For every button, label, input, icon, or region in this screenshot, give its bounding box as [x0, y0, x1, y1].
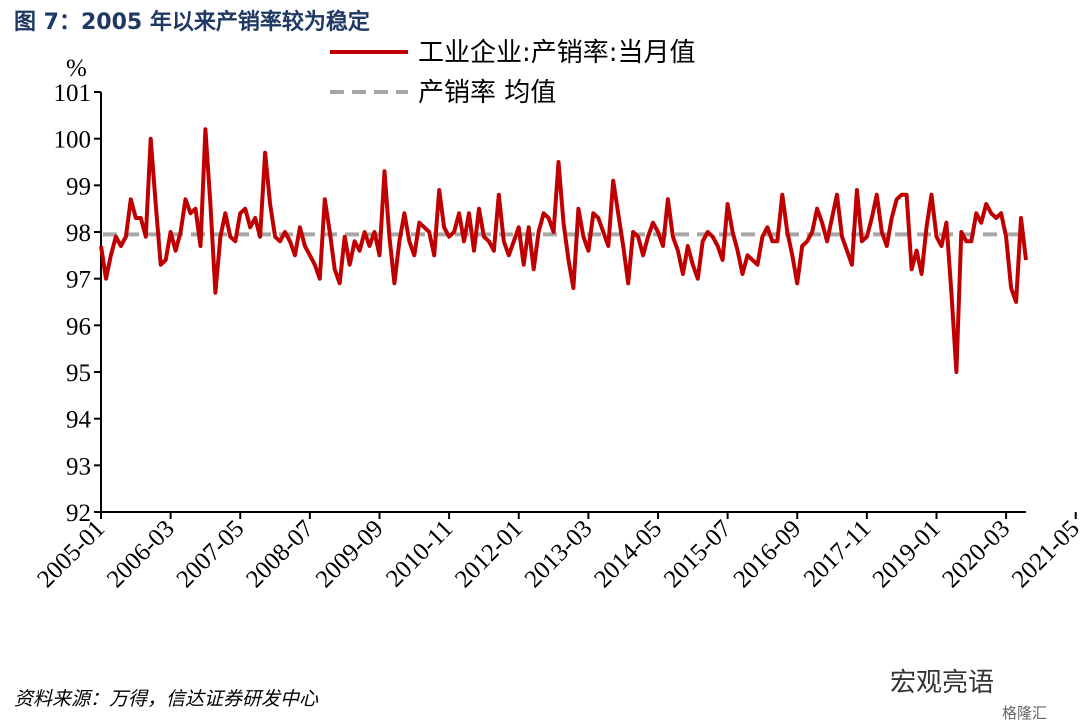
x-tick-label: 2014-05: [589, 515, 667, 593]
x-tick-label: 2013-03: [520, 515, 598, 593]
y-tick-label: 95: [66, 360, 91, 387]
chart-title: 图 7：2005 年以来产销率较为稳定: [14, 10, 370, 35]
watermark-subtext: 格隆汇: [1002, 704, 1048, 722]
legend-label-mean: 产销率 均值: [418, 78, 556, 108]
x-tick-label: 2015-07: [659, 515, 737, 593]
y-tick-label: 101: [54, 80, 92, 107]
x-tick-label: 2010-11: [381, 515, 458, 592]
watermark-text: 宏观亮语: [890, 668, 995, 698]
x-tick-label: 2006-03: [102, 515, 180, 593]
x-tick-label: 2020-03: [937, 515, 1015, 593]
y-tick-label: 98: [66, 220, 91, 247]
y-unit-label: %: [66, 55, 87, 82]
y-tick-label: 93: [66, 453, 91, 480]
x-tick-label: 2007-05: [171, 515, 249, 593]
series-lines: [99, 127, 1028, 374]
y-tick-label: 96: [66, 313, 91, 340]
y-tick-label: 100: [54, 127, 92, 154]
x-tick-label: 2016-09: [728, 515, 806, 593]
x-tick-label: 2008-07: [241, 515, 319, 593]
y-tick-label: 97: [66, 267, 91, 294]
x-tick-label: 2019-01: [868, 515, 946, 593]
x-tick-label: 2021-05: [1007, 515, 1080, 593]
y-tick-label: 94: [66, 407, 92, 434]
x-tick-label: 2017-11: [799, 515, 876, 592]
x-tick-label: 2012-01: [450, 515, 528, 593]
monthly-series-line: [99, 127, 1028, 374]
legend-label-monthly: 工业企业:产销率:当月值: [418, 38, 696, 68]
axes: 9293949596979899100101%2005-012006-03200…: [32, 55, 1080, 593]
y-tick-label: 99: [66, 173, 91, 200]
source-note: 资料来源：万得，信达证券研发中心: [14, 688, 319, 710]
x-tick-label: 2009-09: [311, 515, 389, 593]
y-tick-label: 92: [66, 500, 91, 527]
